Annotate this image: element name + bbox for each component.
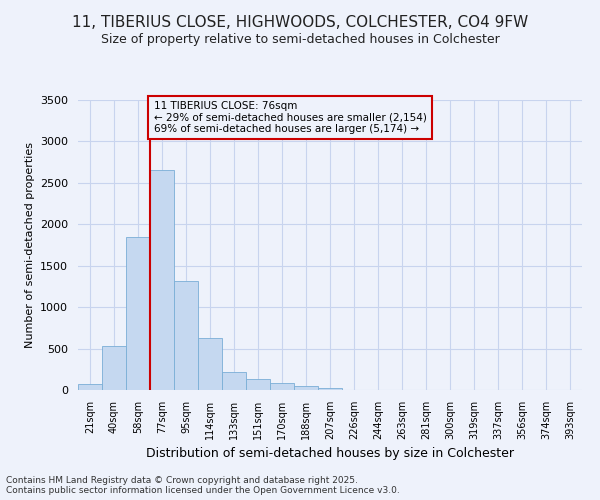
Text: 11 TIBERIUS CLOSE: 76sqm
← 29% of semi-detached houses are smaller (2,154)
69% o: 11 TIBERIUS CLOSE: 76sqm ← 29% of semi-d… [154,101,427,134]
Bar [126,236,150,390]
Bar [174,282,198,390]
Bar [318,388,342,390]
Text: Contains HM Land Registry data © Crown copyright and database right 2025.
Contai: Contains HM Land Registry data © Crown c… [6,476,400,495]
Bar [222,372,246,390]
X-axis label: Distribution of semi-detached houses by size in Colchester: Distribution of semi-detached houses by … [146,448,514,460]
Bar [150,170,174,390]
Text: 11, TIBERIUS CLOSE, HIGHWOODS, COLCHESTER, CO4 9FW: 11, TIBERIUS CLOSE, HIGHWOODS, COLCHESTE… [72,15,528,30]
Bar [270,384,294,390]
Bar [198,338,222,390]
Bar [78,384,102,390]
Bar [294,386,318,390]
Text: Size of property relative to semi-detached houses in Colchester: Size of property relative to semi-detach… [101,32,499,46]
Y-axis label: Number of semi-detached properties: Number of semi-detached properties [25,142,35,348]
Bar [102,346,126,390]
Bar [246,379,270,390]
